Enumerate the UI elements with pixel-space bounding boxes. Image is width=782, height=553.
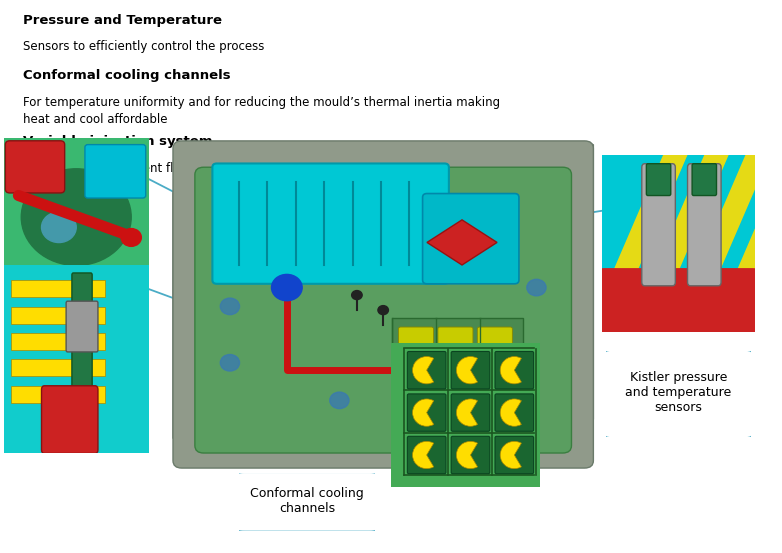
Polygon shape (586, 155, 687, 332)
FancyBboxPatch shape (438, 327, 473, 357)
Wedge shape (413, 441, 434, 468)
FancyBboxPatch shape (11, 307, 106, 324)
FancyBboxPatch shape (407, 352, 446, 389)
FancyBboxPatch shape (0, 133, 154, 270)
Circle shape (21, 169, 131, 265)
Text: Sensors to efficiently control the process: Sensors to efficiently control the proce… (23, 40, 265, 54)
FancyBboxPatch shape (438, 361, 473, 391)
Text: Kistler pressure
and temperature
sensors: Kistler pressure and temperature sensors (626, 371, 731, 414)
Circle shape (221, 298, 239, 315)
Bar (604, 277, 753, 330)
Text: Pressure and Temperature: Pressure and Temperature (23, 14, 222, 27)
FancyBboxPatch shape (495, 352, 533, 389)
Circle shape (378, 306, 389, 315)
FancyBboxPatch shape (495, 436, 533, 474)
Polygon shape (427, 220, 497, 265)
FancyBboxPatch shape (647, 164, 671, 196)
Wedge shape (500, 357, 522, 384)
Circle shape (121, 228, 142, 247)
FancyBboxPatch shape (66, 301, 98, 352)
Circle shape (505, 373, 524, 390)
FancyBboxPatch shape (386, 338, 544, 491)
FancyBboxPatch shape (451, 352, 490, 389)
FancyBboxPatch shape (477, 361, 512, 391)
FancyBboxPatch shape (11, 333, 106, 350)
Circle shape (352, 290, 362, 300)
FancyBboxPatch shape (399, 395, 433, 425)
FancyBboxPatch shape (399, 327, 433, 357)
Text: Conformal cooling
channels: Conformal cooling channels (250, 487, 364, 515)
FancyBboxPatch shape (392, 317, 523, 430)
FancyBboxPatch shape (85, 145, 145, 198)
Wedge shape (457, 441, 478, 468)
Wedge shape (500, 399, 522, 426)
Text: Conformal cooling channels: Conformal cooling channels (23, 69, 231, 82)
FancyBboxPatch shape (0, 260, 153, 459)
FancyBboxPatch shape (173, 141, 594, 468)
Wedge shape (413, 399, 434, 426)
FancyBboxPatch shape (213, 164, 449, 284)
Text: For evaluating different flow lengths and the effect of welding lines: For evaluating different flow lengths an… (23, 162, 421, 175)
FancyBboxPatch shape (236, 472, 378, 532)
FancyBboxPatch shape (596, 148, 761, 339)
Circle shape (221, 354, 239, 371)
Text: For temperature uniformity and for reducing the mould’s thermal inertia making
h: For temperature uniformity and for reduc… (23, 96, 500, 126)
FancyBboxPatch shape (41, 386, 98, 453)
FancyBboxPatch shape (11, 359, 106, 377)
Wedge shape (413, 357, 434, 384)
FancyBboxPatch shape (195, 167, 572, 453)
FancyBboxPatch shape (407, 436, 446, 474)
FancyBboxPatch shape (399, 361, 433, 391)
Polygon shape (669, 155, 770, 332)
FancyBboxPatch shape (451, 394, 490, 431)
Circle shape (271, 274, 302, 301)
FancyBboxPatch shape (407, 394, 446, 431)
Circle shape (41, 212, 77, 243)
FancyBboxPatch shape (422, 194, 519, 284)
FancyBboxPatch shape (603, 349, 754, 439)
FancyBboxPatch shape (495, 394, 533, 431)
FancyBboxPatch shape (642, 164, 676, 286)
FancyBboxPatch shape (477, 327, 512, 357)
Polygon shape (710, 155, 782, 332)
Circle shape (527, 279, 546, 296)
Wedge shape (500, 441, 522, 468)
Polygon shape (628, 155, 729, 332)
FancyBboxPatch shape (11, 386, 106, 403)
FancyBboxPatch shape (5, 141, 65, 193)
Circle shape (418, 411, 436, 427)
FancyBboxPatch shape (72, 273, 92, 399)
Text: Variable injection
systems and flow
lenghts: Variable injection systems and flow leng… (22, 321, 131, 364)
FancyBboxPatch shape (11, 280, 106, 298)
FancyBboxPatch shape (451, 436, 490, 474)
FancyBboxPatch shape (477, 395, 512, 425)
FancyBboxPatch shape (1, 297, 152, 392)
FancyBboxPatch shape (687, 164, 721, 286)
Wedge shape (457, 399, 478, 426)
Polygon shape (752, 155, 782, 332)
Polygon shape (173, 145, 594, 457)
FancyBboxPatch shape (438, 395, 473, 425)
FancyBboxPatch shape (596, 268, 761, 339)
Circle shape (330, 392, 349, 409)
Text: Variable injection system: Variable injection system (23, 135, 213, 149)
FancyBboxPatch shape (692, 164, 716, 196)
Wedge shape (457, 357, 478, 384)
